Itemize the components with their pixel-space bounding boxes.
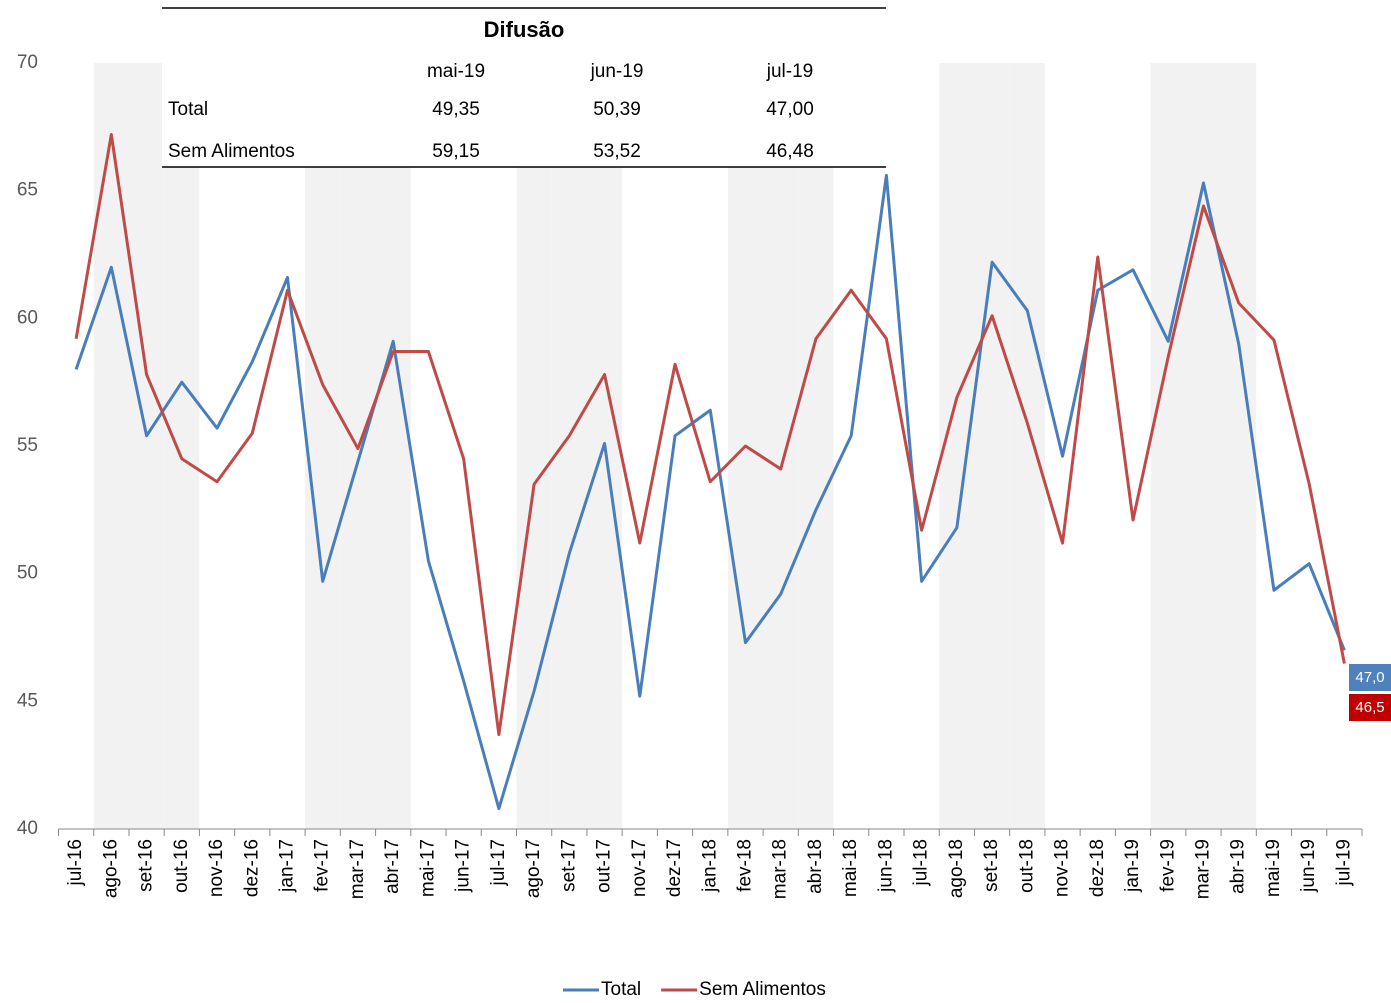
x-tick-label: nov-18 (1052, 839, 1073, 897)
shade-band (128, 63, 165, 829)
x-tick-label: set-16 (136, 839, 157, 892)
y-tick-label: 50 (17, 563, 38, 584)
x-tick-label: set-17 (558, 839, 579, 892)
shade-band (375, 63, 411, 829)
y-tick-label: 65 (17, 180, 38, 201)
x-tick-label: abr-17 (382, 839, 403, 894)
x-tick-label: mar-17 (347, 839, 368, 899)
shade-band (798, 63, 834, 829)
legend-item: Total (563, 979, 641, 1000)
value-label-box (1349, 664, 1391, 691)
table-cell: 59,15 (432, 141, 480, 162)
x-tick-label: jul-16 (65, 839, 86, 886)
x-tick-label: dez-16 (241, 839, 262, 897)
x-tick-label: jul-19 (1333, 839, 1354, 886)
shade-band (1009, 63, 1045, 829)
table-title: Difusão (484, 17, 565, 42)
y-tick-label: 55 (17, 435, 38, 456)
shade-band (763, 63, 799, 829)
value-label: 47,0 (1355, 669, 1384, 686)
series-line (74, 173, 1346, 811)
x-tick-label: mai-18 (840, 839, 861, 897)
y-tick-label: 70 (17, 52, 38, 73)
x-tick-label: mar-19 (1192, 839, 1213, 899)
x-tick-label: ago-16 (100, 839, 121, 898)
x-tick-label: jul-17 (488, 839, 509, 886)
x-tick-label: jan-17 (277, 839, 298, 893)
x-tick-label: jun-17 (453, 839, 474, 893)
table-cell: 53,52 (593, 141, 641, 162)
shade-band (1185, 63, 1222, 829)
x-tick-label: fev-19 (1157, 839, 1178, 892)
x-tick-label: fev-17 (312, 839, 333, 892)
shade-band (93, 63, 129, 829)
x-tick-label: mai-17 (417, 839, 438, 897)
table-row-label: Sem Alimentos (168, 141, 295, 162)
legend-label: Sem Alimentos (699, 979, 826, 1000)
shade-band (516, 63, 552, 829)
x-tick-label: jul-18 (911, 839, 932, 886)
table-cell: 46,48 (766, 141, 814, 162)
table-column-header: mai-19 (427, 61, 485, 82)
series-line (74, 132, 1346, 737)
table-cell: 49,35 (432, 99, 480, 120)
x-tick-label: dez-17 (664, 839, 685, 897)
shade-band (974, 63, 1010, 829)
shade-band (305, 63, 341, 829)
table-cell: 50,39 (593, 99, 641, 120)
legend-label: Total (601, 979, 641, 1000)
x-tick-label: nov-16 (206, 839, 227, 897)
shade-band (1221, 63, 1257, 829)
value-label-box (1349, 694, 1391, 721)
table-column-header: jun-19 (590, 61, 644, 82)
x-tick-label: ago-18 (946, 839, 967, 898)
table-background (162, 8, 886, 167)
y-tick-label: 60 (17, 307, 38, 328)
x-tick-label: nov-17 (629, 839, 650, 897)
x-tick-label: out-18 (1016, 839, 1037, 893)
y-tick-label: 45 (17, 690, 38, 711)
shade-band (1150, 63, 1186, 829)
x-tick-label: out-17 (594, 839, 615, 893)
y-tick-label: 40 (17, 818, 38, 839)
x-tick-label: jan-18 (699, 839, 720, 893)
x-tick-label: ago-17 (523, 839, 544, 898)
x-tick-label: jan-19 (1122, 839, 1143, 893)
table-row-label: Total (168, 99, 208, 120)
value-label: 46,5 (1355, 699, 1384, 716)
x-tick-label: jun-18 (875, 839, 896, 893)
table-cell: 47,00 (766, 99, 814, 120)
x-tick-label: mar-18 (770, 839, 791, 899)
shade-band (551, 63, 587, 829)
x-tick-label: abr-18 (805, 839, 826, 894)
x-tick-label: fev-18 (734, 839, 755, 892)
x-tick-label: abr-19 (1228, 839, 1249, 894)
shade-band (164, 63, 200, 829)
x-tick-label: set-18 (981, 839, 1002, 892)
x-tick-label: mai-19 (1263, 839, 1284, 897)
x-tick-label: out-16 (171, 839, 192, 893)
x-tick-label: dez-18 (1087, 839, 1108, 897)
x-tick-label: jun-19 (1298, 839, 1319, 893)
table-column-header: jul-19 (766, 61, 813, 82)
legend-item: Sem Alimentos (661, 979, 826, 1000)
